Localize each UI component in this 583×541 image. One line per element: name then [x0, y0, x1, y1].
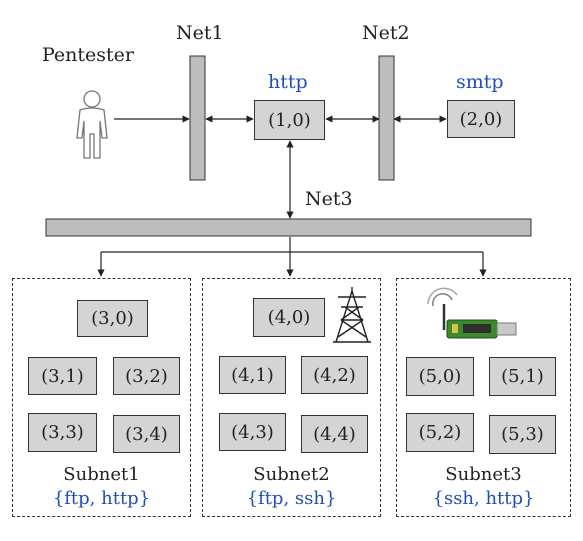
subnet-1-services: {ftp, http} — [52, 488, 151, 509]
host-3-1: (3,1) — [28, 357, 97, 395]
subnet-1: Subnet1 {ftp, http} — [12, 278, 191, 517]
host-1-0-service: http — [268, 71, 308, 93]
subnet-3-name: Subnet3 — [445, 464, 522, 485]
power-tower-icon — [333, 287, 371, 343]
host-4-4: (4,4) — [301, 415, 368, 453]
host-5-0: (5,0) — [406, 357, 474, 396]
host-2-0-service: smtp — [456, 71, 504, 93]
subnet-2-services: {ftp, ssh} — [246, 488, 337, 509]
host-3-4: (3,4) — [113, 415, 180, 453]
host-1-0: (1,0) — [254, 100, 325, 140]
subnet-3-services: {ssh, http} — [432, 488, 535, 509]
wireless-usb-dongle-icon — [427, 287, 517, 339]
net2-bar — [378, 55, 395, 181]
subnet-2-name: Subnet2 — [253, 464, 330, 485]
pentester-label: Pentester — [42, 44, 135, 66]
net3-bar — [45, 218, 532, 237]
host-4-2: (4,2) — [301, 356, 368, 394]
host-5-1: (5,1) — [489, 357, 556, 396]
person-icon — [76, 90, 108, 159]
host-2-0: (2,0) — [447, 100, 515, 138]
host-4-1: (4,1) — [219, 356, 286, 394]
net3-label: Net3 — [305, 188, 353, 210]
subnet-1-name: Subnet1 — [63, 464, 140, 485]
net1-label: Net1 — [176, 22, 224, 44]
host-3-0: (3,0) — [77, 300, 148, 337]
host-3-2: (3,2) — [113, 357, 180, 395]
net1-bar — [189, 55, 206, 181]
host-3-3: (3,3) — [28, 413, 97, 452]
net2-label: Net2 — [362, 22, 410, 44]
subnet-3: Subnet3 {ssh, http} — [396, 278, 571, 517]
host-5-2: (5,2) — [406, 413, 474, 452]
subnet-2: Subnet2 {ftp, ssh} — [202, 278, 381, 517]
host-4-3: (4,3) — [219, 413, 286, 451]
host-5-3: (5,3) — [489, 415, 556, 454]
host-4-0: (4,0) — [253, 298, 325, 337]
